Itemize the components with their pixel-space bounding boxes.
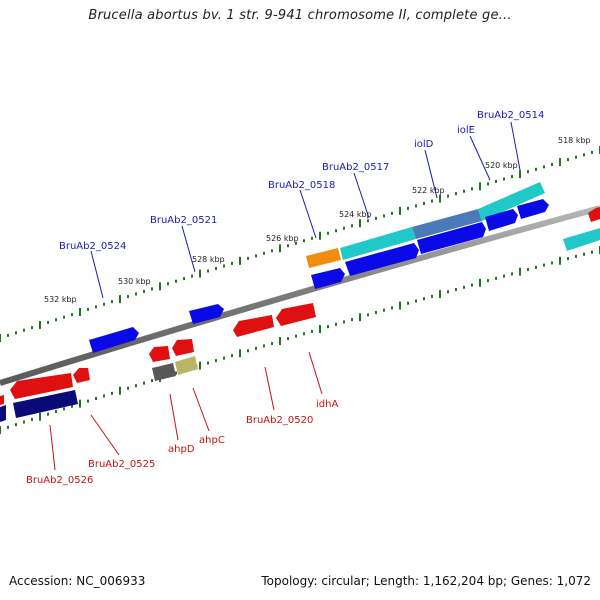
gene-bruab2-0518[interactable] bbox=[306, 248, 341, 268]
gene-left-red[interactable] bbox=[0, 395, 4, 405]
gene-labels-top: BruAb2_0514 iolE iolD BruAb2_0517 BruAb2… bbox=[59, 110, 544, 252]
gene-bruab2-0524[interactable] bbox=[89, 327, 139, 353]
genome-backbone bbox=[0, 205, 600, 386]
gene-iold[interactable] bbox=[412, 209, 482, 239]
gene-bruab2-0526[interactable] bbox=[13, 390, 78, 418]
scale-label-528: 528 kbp bbox=[192, 255, 225, 264]
gene-fwd-2[interactable] bbox=[417, 222, 486, 254]
map-title: Brucella abortus bv. 1 str. 9-941 chromo… bbox=[88, 8, 512, 23]
accession-label: Accession: NC_006933 bbox=[9, 574, 146, 588]
forward-strand-genes bbox=[89, 182, 600, 353]
gene-bruab2-0517[interactable] bbox=[340, 227, 416, 260]
gene-rev-1[interactable] bbox=[10, 373, 73, 399]
label-bruab2-0526[interactable]: BruAb2_0526 bbox=[26, 475, 93, 486]
label-ahpd[interactable]: ahpD bbox=[168, 444, 195, 455]
gene-right-cyan[interactable] bbox=[563, 228, 600, 251]
gene-ahpd-aux[interactable] bbox=[152, 363, 176, 381]
label-iole[interactable]: iolE bbox=[457, 125, 475, 136]
scale-label-524: 524 kbp bbox=[339, 210, 372, 219]
scale-label-520: 520 kbp bbox=[485, 161, 518, 170]
label-bruab2-0520[interactable]: BruAb2_0520 bbox=[246, 415, 313, 426]
gene-ahpc-aux[interactable] bbox=[175, 356, 198, 375]
gene-bruab2-0525[interactable] bbox=[73, 368, 90, 383]
reverse-strand-genes bbox=[0, 207, 600, 422]
gene-idha[interactable] bbox=[276, 303, 316, 326]
gene-iole[interactable] bbox=[478, 182, 545, 221]
label-iold[interactable]: iolD bbox=[414, 139, 434, 150]
gene-fwd-5[interactable] bbox=[311, 268, 345, 289]
gene-labels-bottom: idhA BruAb2_0520 ahpC ahpD BruAb2_0525 B… bbox=[26, 399, 338, 486]
scale-label-522: 522 kbp bbox=[412, 186, 445, 195]
label-leader-lines bbox=[49, 121, 521, 471]
scale-ticks-outer bbox=[0, 146, 600, 342]
scale-label-518: 518 kbp bbox=[558, 136, 591, 145]
label-idha[interactable]: idhA bbox=[316, 399, 338, 410]
gene-bruab2-0521[interactable] bbox=[189, 304, 224, 324]
label-bruab2-0517[interactable]: BruAb2_0517 bbox=[322, 162, 389, 173]
gene-bruab2-0520[interactable] bbox=[233, 315, 274, 337]
gene-fwd-1[interactable] bbox=[345, 243, 419, 276]
label-ahpc[interactable]: ahpC bbox=[199, 435, 225, 446]
scale-label-530: 530 kbp bbox=[118, 277, 151, 286]
label-bruab2-0521[interactable]: BruAb2_0521 bbox=[150, 215, 217, 226]
gene-right-red[interactable] bbox=[588, 207, 600, 222]
scale-label-532: 532 kbp bbox=[44, 295, 77, 304]
gene-ahpc[interactable] bbox=[172, 339, 194, 356]
gene-fwd-3[interactable] bbox=[485, 209, 518, 231]
label-bruab2-0514[interactable]: BruAb2_0514 bbox=[477, 110, 544, 121]
gene-ahpd[interactable] bbox=[149, 346, 170, 362]
label-bruab2-0524[interactable]: BruAb2_0524 bbox=[59, 241, 126, 252]
label-bruab2-0518[interactable]: BruAb2_0518 bbox=[268, 180, 335, 191]
scale-label-526: 526 kbp bbox=[266, 234, 299, 243]
gene-bruab2-0514[interactable] bbox=[517, 199, 549, 219]
scale-labels: 518 kbp 520 kbp 522 kbp 524 kbp 526 kbp … bbox=[44, 136, 591, 304]
gene-left-edge[interactable] bbox=[0, 405, 6, 422]
topology-summary: Topology: circular; Length: 1,162,204 bp… bbox=[261, 574, 591, 588]
label-bruab2-0525[interactable]: BruAb2_0525 bbox=[88, 459, 155, 470]
